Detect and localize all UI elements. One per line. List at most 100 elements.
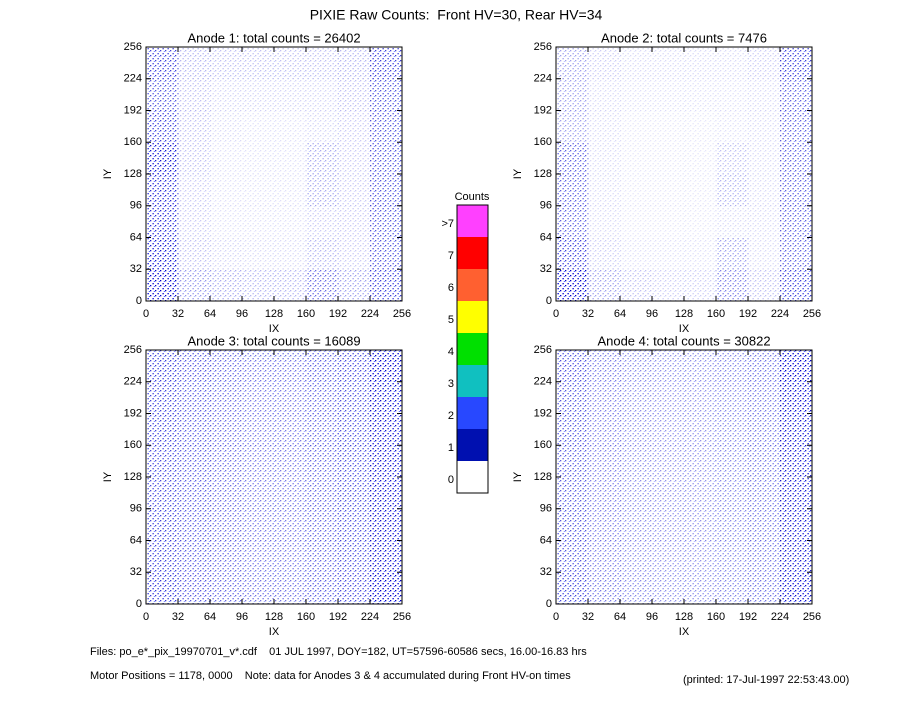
density-cell: [588, 237, 621, 270]
density-cell: [556, 47, 589, 80]
density-cell: [748, 381, 781, 414]
x-axis-label: IX: [269, 626, 280, 638]
density-cell: [588, 142, 621, 175]
density-cell: [780, 47, 813, 80]
y-tick-label: 160: [124, 136, 142, 148]
density-cell: [684, 572, 717, 605]
density-cell: [556, 381, 589, 414]
colorbar-label: 6: [448, 282, 454, 294]
density-cell: [716, 110, 749, 143]
density-cell: [370, 572, 403, 605]
density-cell: [748, 142, 781, 175]
density-cell: [652, 477, 685, 510]
density-cell: [780, 269, 813, 302]
density-cell: [620, 237, 653, 270]
density-cell: [338, 174, 371, 207]
page-title: PIXIE Raw Counts: Front HV=30, Rear HV=3…: [310, 7, 603, 23]
x-tick-label: 192: [739, 611, 757, 623]
density-cell: [716, 47, 749, 80]
density-cell: [274, 540, 307, 573]
density-cell: [146, 78, 179, 111]
density-cell: [748, 445, 781, 478]
density-cell: [780, 350, 813, 383]
density-cell: [780, 174, 813, 207]
density-cell: [178, 572, 211, 605]
x-tick-label: 224: [361, 611, 379, 623]
density-cell: [620, 413, 653, 446]
density-cell: [620, 110, 653, 143]
colorbar-label: 5: [448, 314, 454, 326]
density-cell: [556, 477, 589, 510]
density-cell: [556, 142, 589, 175]
density-cell: [178, 413, 211, 446]
density-cell: [684, 205, 717, 238]
density-cell: [210, 381, 243, 414]
density-cell: [620, 445, 653, 478]
density-cell: [210, 508, 243, 541]
density-cell: [370, 508, 403, 541]
density-cell: [306, 237, 339, 270]
density-cell: [338, 445, 371, 478]
y-axis-label: IY: [512, 168, 524, 179]
density-cell: [556, 445, 589, 478]
y-tick-label: 128: [124, 168, 142, 180]
density-cell: [556, 110, 589, 143]
x-tick-label: 128: [265, 308, 283, 320]
density-cell: [684, 350, 717, 383]
colorbar-label: 4: [448, 346, 454, 358]
density-cell: [178, 350, 211, 383]
density-cell: [716, 508, 749, 541]
x-tick-label: 192: [329, 611, 347, 623]
density-cell: [210, 205, 243, 238]
y-tick-label: 64: [540, 534, 552, 546]
density-cell: [652, 572, 685, 605]
density-cell: [780, 142, 813, 175]
density-cell: [652, 237, 685, 270]
density-cell: [146, 508, 179, 541]
density-cell: [274, 110, 307, 143]
density-cell: [370, 237, 403, 270]
colorbar-swatch: [457, 269, 488, 301]
density-cell: [370, 540, 403, 573]
x-tick-label: 96: [646, 308, 658, 320]
density-cell: [210, 413, 243, 446]
density-cell: [178, 142, 211, 175]
colorbar-label: 1: [448, 442, 454, 454]
density-cell: [684, 78, 717, 111]
density-cell: [306, 572, 339, 605]
density-cell: [274, 205, 307, 238]
density-cell: [652, 350, 685, 383]
y-tick-label: 224: [124, 376, 142, 388]
y-tick-label: 96: [540, 503, 552, 515]
colorbar-label: >7: [441, 218, 454, 230]
density-cell: [620, 174, 653, 207]
density-cell: [370, 413, 403, 446]
density-cell: [588, 205, 621, 238]
density-cell: [556, 572, 589, 605]
colorbar-swatch: [457, 237, 488, 269]
density-cell: [748, 350, 781, 383]
density-cell: [274, 350, 307, 383]
density-cell: [242, 445, 275, 478]
y-axis-label: IY: [512, 471, 524, 482]
density-cell: [210, 269, 243, 302]
colorbar-label: 2: [448, 410, 454, 422]
colorbar-label: 3: [448, 378, 454, 390]
density-cell: [146, 350, 179, 383]
density-cell: [242, 269, 275, 302]
x-tick-label: 64: [614, 308, 626, 320]
density-cell: [588, 174, 621, 207]
y-tick-label: 96: [130, 200, 142, 212]
density-cell: [556, 174, 589, 207]
x-tick-label: 0: [553, 308, 559, 320]
y-tick-label: 256: [124, 344, 142, 356]
y-tick-label: 160: [534, 439, 552, 451]
y-tick-label: 32: [130, 566, 142, 578]
x-tick-label: 32: [172, 611, 184, 623]
y-tick-label: 64: [130, 231, 142, 243]
y-axis-label: IY: [102, 168, 114, 179]
density-cell: [370, 110, 403, 143]
density-cell: [306, 508, 339, 541]
density-cell: [684, 381, 717, 414]
density-cell: [178, 47, 211, 80]
